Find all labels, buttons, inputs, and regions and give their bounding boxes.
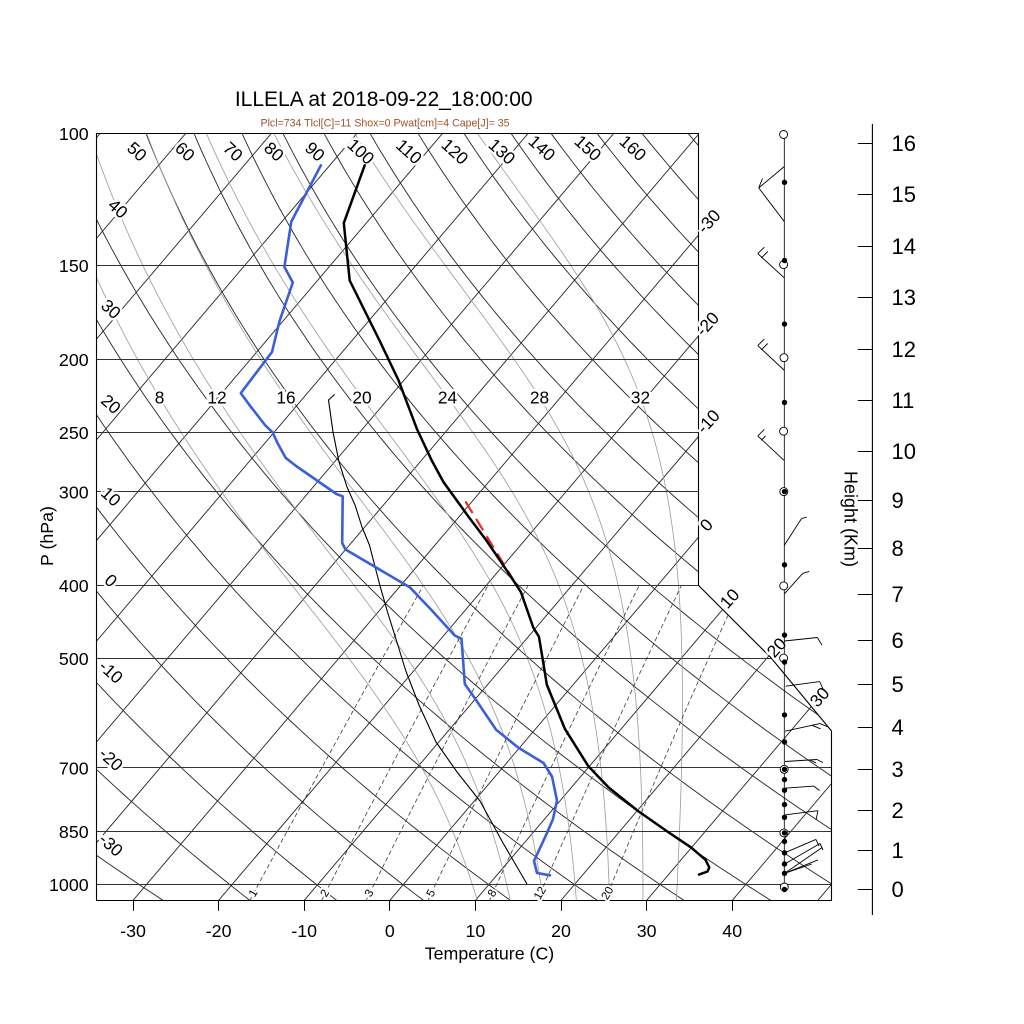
svg-text:20: 20 (352, 388, 371, 408)
svg-text:14: 14 (892, 234, 916, 259)
svg-text:40: 40 (722, 921, 742, 941)
svg-text:30: 30 (637, 921, 657, 941)
svg-text:24: 24 (438, 388, 458, 408)
svg-text:12: 12 (207, 388, 226, 408)
svg-text:16: 16 (892, 131, 916, 156)
svg-text:13: 13 (892, 285, 916, 310)
svg-text:Plcl=734 Tlcl[C]=11 Shox=0 Pwa: Plcl=734 Tlcl[C]=11 Shox=0 Pwat[cm]=4 Ca… (261, 118, 510, 130)
svg-text:28: 28 (530, 388, 549, 408)
svg-text:400: 400 (59, 576, 89, 596)
svg-text:P (hPa): P (hPa) (37, 506, 57, 566)
svg-text:850: 850 (59, 822, 89, 842)
svg-text:11: 11 (892, 388, 915, 413)
svg-text:500: 500 (59, 649, 89, 669)
svg-text:20: 20 (551, 921, 571, 941)
svg-text:1000: 1000 (49, 875, 89, 895)
svg-text:6: 6 (892, 628, 904, 653)
svg-text:-10: -10 (291, 921, 317, 941)
svg-text:2: 2 (892, 798, 904, 823)
svg-text:Temperature (C): Temperature (C) (425, 944, 554, 964)
svg-text:8: 8 (892, 536, 904, 561)
svg-text:10: 10 (466, 921, 486, 941)
svg-text:250: 250 (59, 423, 89, 443)
svg-text:8: 8 (155, 388, 165, 408)
svg-text:150: 150 (59, 256, 89, 276)
svg-text:-30: -30 (120, 921, 146, 941)
svg-text:Height (Km): Height (Km) (841, 471, 861, 567)
svg-text:200: 200 (59, 350, 89, 370)
svg-text:9: 9 (892, 488, 904, 513)
svg-text:15: 15 (892, 182, 916, 207)
svg-text:1: 1 (892, 838, 904, 863)
svg-text:0: 0 (385, 921, 395, 941)
svg-text:10: 10 (892, 439, 916, 464)
svg-text:300: 300 (59, 482, 89, 502)
svg-text:ILLELA at 2018-09-22_18:00:00: ILLELA at 2018-09-22_18:00:00 (235, 88, 533, 111)
svg-text:700: 700 (59, 759, 89, 779)
svg-text:100: 100 (59, 124, 89, 144)
svg-text:0: 0 (892, 877, 904, 902)
svg-text:7: 7 (892, 582, 904, 607)
svg-text:3: 3 (892, 757, 904, 782)
svg-text:32: 32 (631, 388, 650, 408)
svg-text:16: 16 (276, 388, 295, 408)
svg-text:12: 12 (892, 337, 916, 362)
svg-text:4: 4 (892, 715, 904, 740)
svg-text:-20: -20 (206, 921, 232, 941)
svg-text:5: 5 (892, 672, 904, 697)
